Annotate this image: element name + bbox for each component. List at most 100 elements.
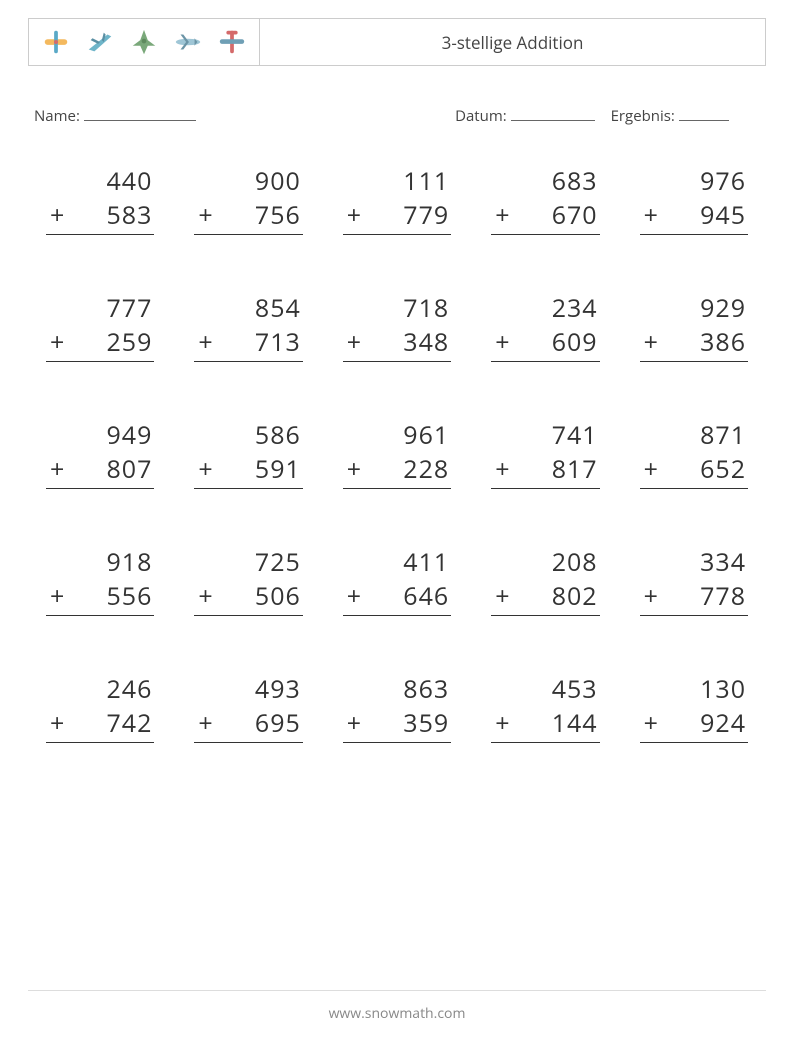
addend-top: 961 (403, 418, 451, 452)
header-icons (29, 19, 260, 65)
problem: 854+713 (194, 291, 302, 362)
addend-bottom-row: +778 (640, 579, 748, 616)
addend-bottom: 695 (255, 706, 301, 740)
operator: + (46, 325, 107, 359)
name-field-group: Name: (34, 106, 455, 126)
plane2-icon (85, 27, 115, 57)
addend-bottom-row: +924 (640, 706, 748, 743)
addend-top: 976 (700, 164, 748, 198)
addend-bottom: 807 (107, 452, 153, 486)
problems-grid: 440+583900+756111+779683+670976+945777+2… (28, 164, 766, 743)
addend-bottom: 779 (403, 198, 449, 232)
addend-top: 741 (552, 418, 600, 452)
operator: + (640, 706, 701, 740)
problem: 718+348 (343, 291, 451, 362)
footer-text: www.snowmath.com (0, 1004, 794, 1023)
operator: + (640, 452, 701, 486)
operator: + (491, 452, 552, 486)
addend-bottom-row: +779 (343, 198, 451, 235)
addend-top: 683 (552, 164, 600, 198)
addend-bottom: 583 (107, 198, 153, 232)
worksheet-page: 3-stellige Addition Name: Datum: Ergebni… (0, 0, 794, 743)
addend-bottom: 144 (552, 706, 598, 740)
addend-bottom-row: +259 (46, 325, 154, 362)
operator: + (46, 452, 107, 486)
addend-bottom-row: +713 (194, 325, 302, 362)
addend-bottom: 348 (403, 325, 449, 359)
addend-top: 440 (107, 164, 155, 198)
addend-bottom-row: +756 (194, 198, 302, 235)
addend-top: 453 (552, 672, 600, 706)
addend-bottom-row: +742 (46, 706, 154, 743)
date-blank[interactable] (511, 107, 595, 121)
addend-top: 234 (552, 291, 600, 325)
addend-top: 949 (107, 418, 155, 452)
problem: 949+807 (46, 418, 154, 489)
addend-bottom: 646 (403, 579, 449, 613)
operator: + (640, 325, 701, 359)
operator: + (194, 706, 255, 740)
problem: 777+259 (46, 291, 154, 362)
addend-bottom: 228 (403, 452, 449, 486)
problem: 741+817 (491, 418, 599, 489)
addend-bottom: 591 (255, 452, 301, 486)
operator: + (640, 579, 701, 613)
addend-bottom-row: +609 (491, 325, 599, 362)
addend-bottom-row: +591 (194, 452, 302, 489)
operator: + (194, 579, 255, 613)
addend-bottom-row: +506 (194, 579, 302, 616)
addend-top: 718 (403, 291, 451, 325)
operator: + (194, 198, 255, 232)
addend-bottom: 756 (255, 198, 301, 232)
addend-top: 929 (700, 291, 748, 325)
name-blank[interactable] (84, 107, 196, 121)
problem: 976+945 (640, 164, 748, 235)
addend-bottom-row: +556 (46, 579, 154, 616)
addend-bottom: 924 (700, 706, 746, 740)
addend-bottom: 778 (700, 579, 746, 613)
addend-bottom-row: +646 (343, 579, 451, 616)
addend-bottom: 359 (403, 706, 449, 740)
info-line: Name: Datum: Ergebnis: (28, 106, 766, 126)
result-blank[interactable] (679, 107, 729, 121)
addend-bottom-row: +670 (491, 198, 599, 235)
problem: 863+359 (343, 672, 451, 743)
problem: 493+695 (194, 672, 302, 743)
addend-bottom: 802 (552, 579, 598, 613)
addend-bottom-row: +807 (46, 452, 154, 489)
operator: + (491, 325, 552, 359)
addend-bottom-row: +945 (640, 198, 748, 235)
operator: + (491, 579, 552, 613)
plane4-icon (173, 27, 203, 57)
addend-bottom: 713 (255, 325, 301, 359)
footer-divider (28, 990, 766, 991)
plane1-icon (41, 27, 71, 57)
operator: + (194, 452, 255, 486)
addend-top: 725 (255, 545, 303, 579)
operator: + (343, 452, 404, 486)
addend-bottom-row: +652 (640, 452, 748, 489)
header-bar: 3-stellige Addition (28, 18, 766, 66)
problem: 725+506 (194, 545, 302, 616)
addend-bottom: 386 (700, 325, 746, 359)
operator: + (491, 706, 552, 740)
operator: + (343, 198, 404, 232)
operator: + (343, 579, 404, 613)
problem: 453+144 (491, 672, 599, 743)
addend-bottom-row: +359 (343, 706, 451, 743)
problem: 586+591 (194, 418, 302, 489)
addend-bottom: 742 (107, 706, 153, 740)
addend-bottom-row: +583 (46, 198, 154, 235)
addend-bottom: 670 (552, 198, 598, 232)
operator: + (343, 706, 404, 740)
addend-top: 900 (255, 164, 303, 198)
problem: 111+779 (343, 164, 451, 235)
problem: 929+386 (640, 291, 748, 362)
problem: 683+670 (491, 164, 599, 235)
problem: 234+609 (491, 291, 599, 362)
operator: + (491, 198, 552, 232)
date-label: Datum: (455, 106, 507, 126)
date-result-group: Datum: Ergebnis: (455, 106, 760, 126)
addend-top: 871 (700, 418, 748, 452)
addend-top: 493 (255, 672, 303, 706)
